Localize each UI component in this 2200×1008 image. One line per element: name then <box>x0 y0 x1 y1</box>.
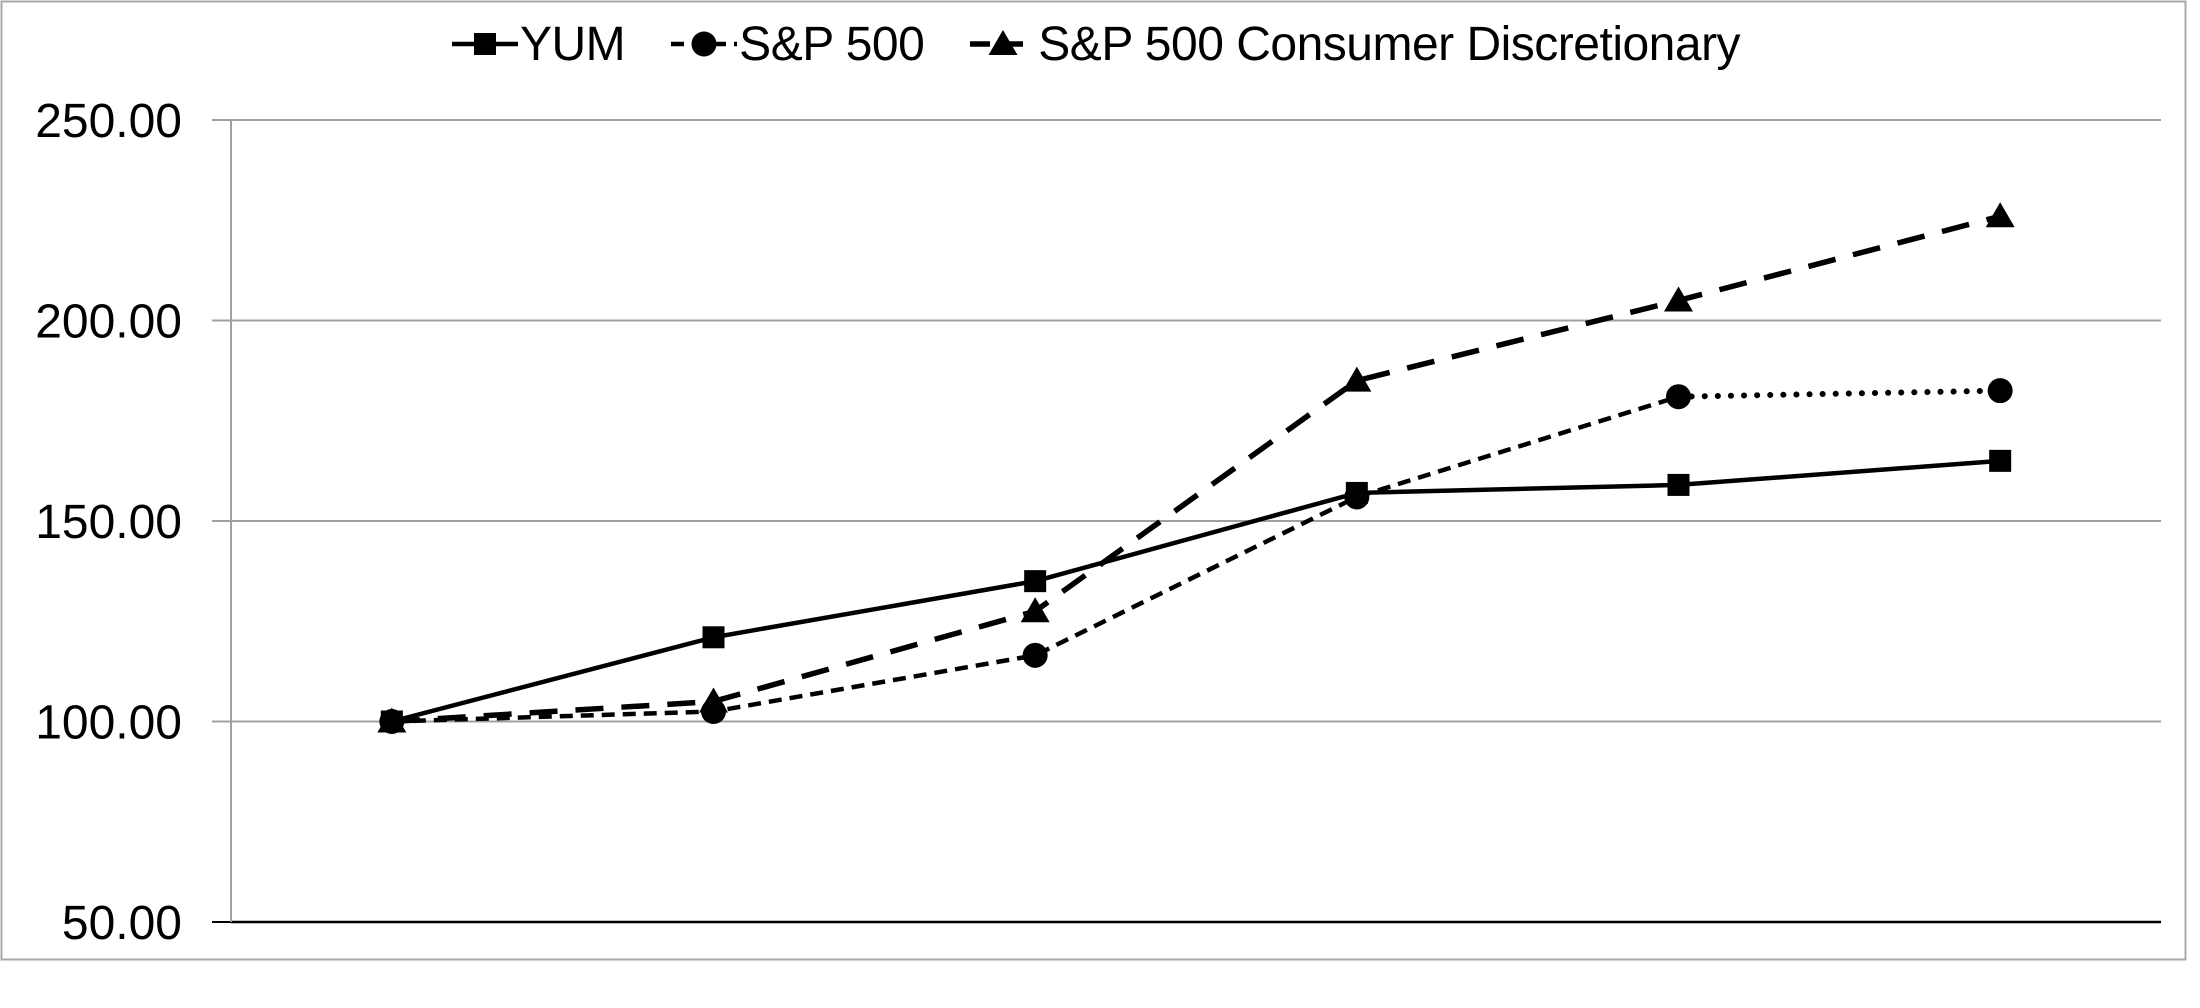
series-line-circle-final-segment <box>1675 387 2004 400</box>
legend-item-yum: YUM <box>452 16 626 72</box>
legend-item-sp500-consumer-discretionary: S&P 500 Consumer Discretionary <box>970 16 1741 72</box>
square-marker <box>1989 449 2012 472</box>
y-axis-label: 200.00 <box>35 296 182 349</box>
y-axis-label: 50.00 <box>62 897 182 950</box>
triangle-marker <box>1664 286 1693 312</box>
series-line-square <box>391 458 2001 724</box>
chart-border <box>0 0 2187 961</box>
legend-item-sp500: S&P 500 <box>671 16 925 72</box>
series-line-triangle <box>391 213 2001 725</box>
circle-marker <box>1987 378 2013 404</box>
circle-marker <box>1022 642 1048 668</box>
triangle-marker <box>1020 597 1050 623</box>
triangle-marker <box>1342 366 1372 392</box>
legend-label: YUM <box>520 17 626 71</box>
triangle-marker-icon <box>970 30 1037 55</box>
triangle-marker <box>1985 202 2015 228</box>
legend-label: S&P 500 <box>739 17 925 71</box>
circle-marker-icon <box>671 31 738 57</box>
circle-marker <box>1666 384 1691 410</box>
y-axis-label: 100.00 <box>35 697 182 750</box>
square-marker-icon <box>452 33 518 55</box>
series-line-circle <box>391 394 1680 724</box>
circle-marker <box>379 709 405 734</box>
y-axis-label: 150.00 <box>35 496 182 549</box>
y-axis-label: 250.00 <box>35 95 182 148</box>
legend-label: S&P 500 Consumer Discretionary <box>1038 17 1741 71</box>
legend: YUM S&P 500 S&P 500 Consumer Discretiona… <box>452 12 1741 76</box>
circle-marker <box>1344 484 1370 510</box>
square-marker <box>702 626 725 649</box>
square-marker <box>1024 570 1047 593</box>
circle-marker <box>701 698 726 724</box>
square-marker <box>1667 473 1690 496</box>
